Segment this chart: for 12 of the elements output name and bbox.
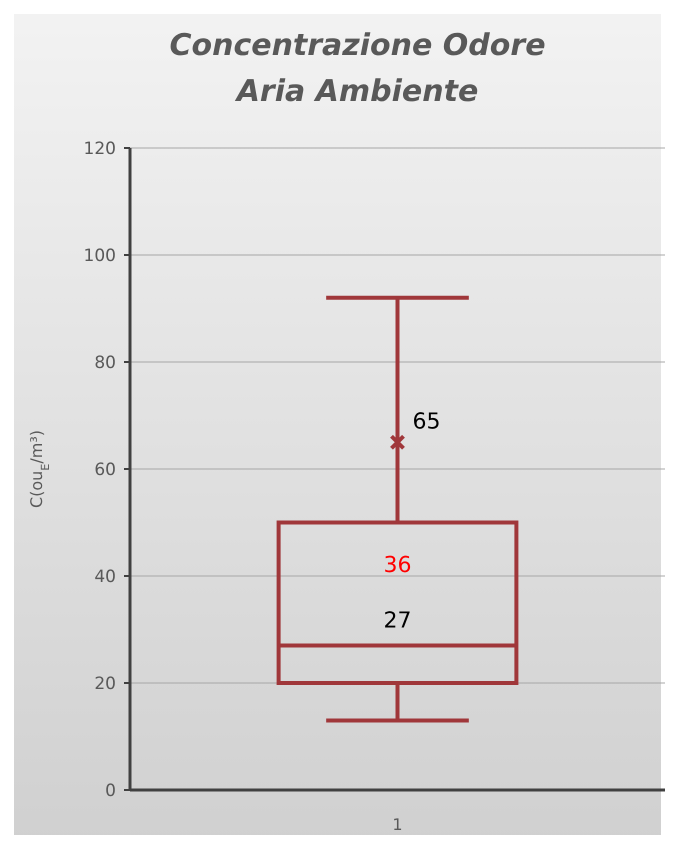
annotation: 27 bbox=[384, 608, 412, 634]
chart-title: Concentrazione Odore Aria Ambiente bbox=[169, 28, 546, 109]
y-tick-label: 100 bbox=[84, 246, 116, 266]
y-tick-label: 120 bbox=[84, 138, 116, 159]
y-tick-label: 60 bbox=[94, 460, 116, 480]
annotation: 65 bbox=[412, 409, 440, 434]
y-tick-label: 0 bbox=[105, 780, 116, 801]
x-tick-label: 1 bbox=[392, 815, 403, 834]
y-tick-label: 80 bbox=[94, 352, 116, 373]
y-tick-label: 20 bbox=[94, 674, 116, 694]
annotation: 36 bbox=[384, 553, 412, 578]
y-tick-label: 40 bbox=[94, 566, 116, 587]
